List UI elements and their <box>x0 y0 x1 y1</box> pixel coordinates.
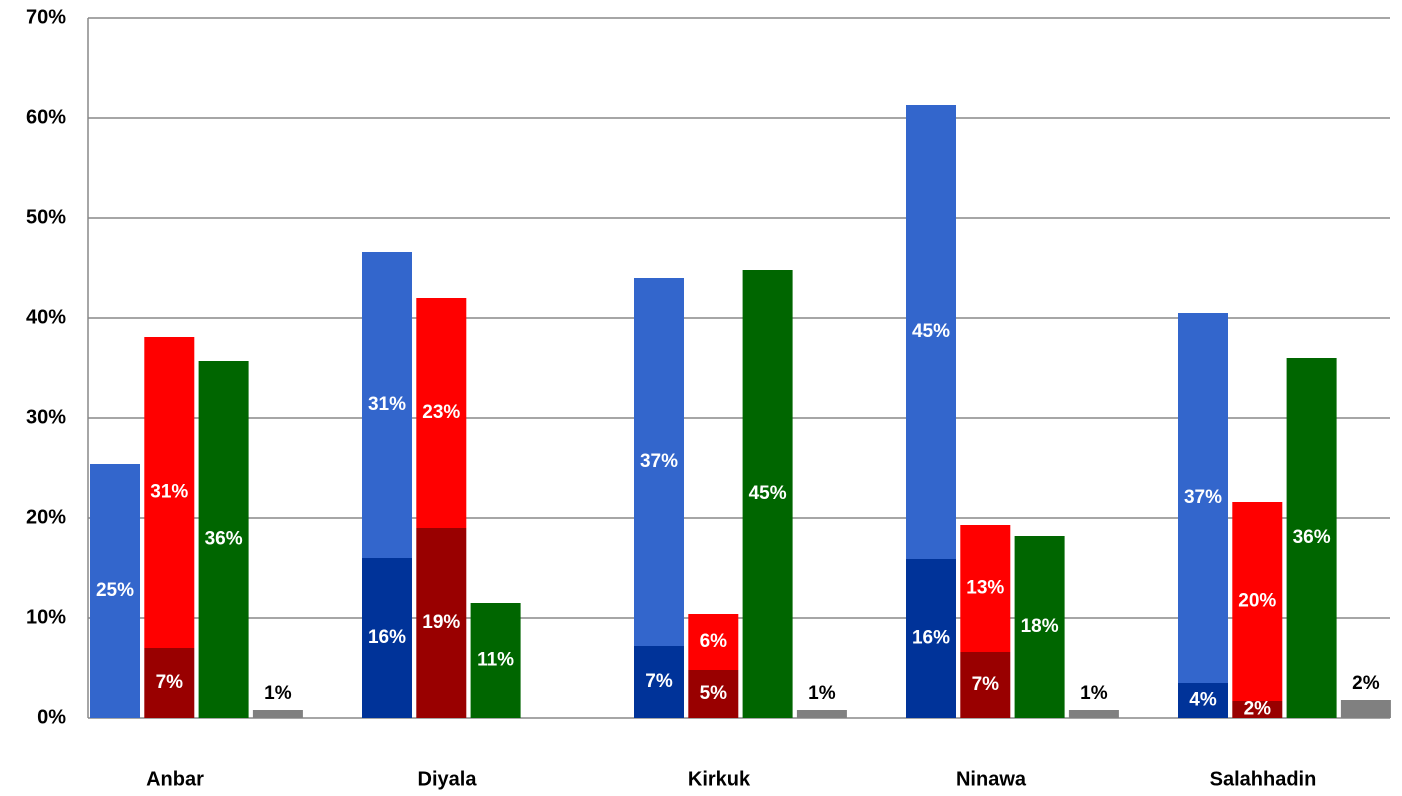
bar-segment <box>198 361 249 718</box>
data-label: 2% <box>1352 673 1380 694</box>
y-tick-label: 30% <box>26 406 66 428</box>
bar-segment <box>416 528 467 718</box>
data-label: 18% <box>1021 616 1059 637</box>
y-tick-label: 10% <box>26 606 66 628</box>
data-label: 7% <box>156 672 184 693</box>
x-tick-label: Ninawa <box>956 768 1027 790</box>
data-label: 6% <box>700 631 728 652</box>
bar-segment <box>688 670 739 718</box>
data-label: 37% <box>640 451 678 472</box>
data-label: 20% <box>1238 591 1276 612</box>
data-label: 7% <box>645 671 673 692</box>
bar-segment <box>906 559 956 718</box>
data-label: 31% <box>150 482 188 503</box>
bar-segment <box>634 278 684 646</box>
y-tick-label: 20% <box>26 506 66 528</box>
bar-segment <box>1232 502 1283 701</box>
bar-segment <box>796 710 847 718</box>
bar-segment <box>1286 358 1337 718</box>
x-tick-label: Kirkuk <box>688 768 751 790</box>
bar-segment <box>144 337 195 648</box>
data-label: 2% <box>1244 699 1272 720</box>
bar-segment <box>1232 701 1283 718</box>
data-label: 16% <box>368 627 406 648</box>
y-tick-label: 70% <box>26 6 66 28</box>
bar-segment <box>144 648 195 718</box>
data-label: 11% <box>477 650 514 671</box>
y-tick-label: 40% <box>26 306 66 328</box>
bar-segment <box>1014 536 1065 718</box>
bar-segment <box>1178 313 1228 683</box>
bar-segment <box>960 525 1011 652</box>
y-tick-label: 0% <box>37 706 66 728</box>
data-label: 7% <box>972 674 1000 695</box>
bar-segment <box>1340 700 1391 718</box>
y-tick-label: 60% <box>26 106 66 128</box>
y-tick-label: 50% <box>26 206 66 228</box>
x-tick-label: Anbar <box>146 768 204 790</box>
data-label: 45% <box>749 483 787 504</box>
bar-segment <box>742 270 793 718</box>
data-label: 5% <box>700 683 728 704</box>
data-label: 19% <box>422 612 460 633</box>
bar-segment <box>362 558 412 718</box>
bar-segment <box>252 710 303 718</box>
data-label: 23% <box>422 402 460 423</box>
bar-segment <box>906 105 956 559</box>
bar-segment <box>634 646 684 718</box>
data-label: 13% <box>966 578 1004 599</box>
x-tick-label: Salahhadin <box>1210 768 1317 790</box>
x-tick-label: Diyala <box>418 768 478 790</box>
data-label: 1% <box>264 683 292 704</box>
bar-segment <box>1068 710 1119 718</box>
data-label: 16% <box>912 628 950 649</box>
bar-segment <box>960 652 1011 718</box>
data-label: 45% <box>912 321 950 342</box>
bar-segment <box>470 603 521 718</box>
bar-segment <box>90 464 140 718</box>
data-label: 36% <box>205 529 243 550</box>
bar-segment <box>416 298 467 528</box>
data-label: 1% <box>1080 683 1108 704</box>
data-label: 1% <box>808 683 836 704</box>
bar-segment <box>362 252 412 558</box>
data-label: 25% <box>96 580 134 601</box>
data-label: 31% <box>368 394 406 415</box>
bar-segment <box>688 614 739 670</box>
data-label: 4% <box>1189 690 1217 711</box>
data-label: 36% <box>1293 527 1331 548</box>
data-label: 37% <box>1184 487 1222 508</box>
bar-segment <box>1178 683 1228 718</box>
